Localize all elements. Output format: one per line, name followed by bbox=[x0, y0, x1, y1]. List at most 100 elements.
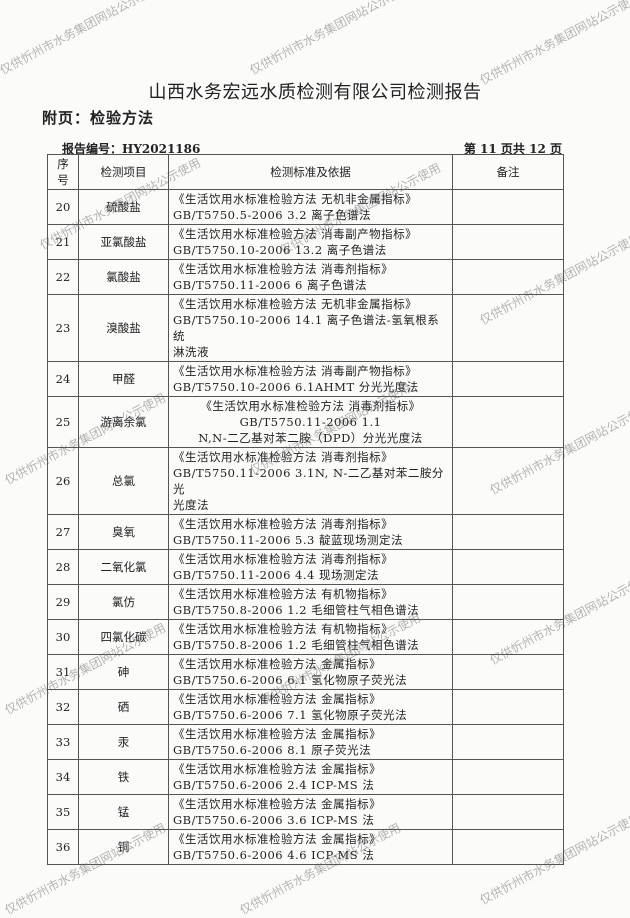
watermark-text: 仅供忻州市水务集团网站公示使用 bbox=[0, 0, 164, 78]
method-line: GB/T5750.11-2006 6 离子色谱法 bbox=[173, 278, 368, 292]
method-cell: 《生活饮用水标准检验方法 金属指标》 GB/T5750.6-2006 2.4 IC… bbox=[168, 759, 453, 795]
method-cell: 《生活饮用水标准检验方法 消毒副产物指标》 GB/T5750.10-2006 13… bbox=[168, 224, 453, 260]
method-line: GB/T5750.11-2006 5.3 靛蓝现场测定法 bbox=[173, 533, 403, 547]
method-cell: 《生活饮用水标准检验方法 消毒剂指标》 GB/T5750.11-2006 5.3 … bbox=[168, 514, 453, 550]
method-line: 《生活饮用水标准检验方法 金属指标》 bbox=[173, 762, 382, 776]
table-row: 20 硫酸盐 《生活饮用水标准检验方法 无机非金属指标》 GB/T5750.5-200… bbox=[47, 189, 564, 225]
method-cell: 《生活饮用水标准检验方法 消毒副产物指标》 GB/T5750.10-2006 6.… bbox=[168, 361, 453, 397]
header-note: 备注 bbox=[452, 154, 564, 190]
method-line: GB/T5750.10-2006 14.1 离子色谱法-氢氧根系统 bbox=[173, 313, 440, 343]
row-number: 21 bbox=[47, 224, 79, 260]
test-item: 硫酸盐 bbox=[78, 189, 169, 225]
method-line: 《生活饮用水标准检验方法 消毒副产物指标》 bbox=[173, 227, 418, 241]
test-item: 汞 bbox=[78, 724, 169, 760]
note-cell bbox=[452, 759, 564, 795]
method-cell: 《生活饮用水标准检验方法 金属指标》 GB/T5750.6-2006 6.1 氢化… bbox=[168, 654, 453, 690]
table-row: 25 游离余氯 《生活饮用水标准检验方法 消毒剂指标》 GB/T5750.11-200… bbox=[47, 396, 564, 448]
method-line: GB/T5750.6-2006 2.4 ICP-MS 法 bbox=[173, 778, 375, 792]
method-line: N,N-二乙基对苯二胺（DPD）分光光度法 bbox=[198, 431, 423, 445]
row-number: 24 bbox=[47, 361, 79, 397]
method-cell: 《生活饮用水标准检验方法 消毒剂指标》 GB/T5750.11-2006 6 离子… bbox=[168, 259, 453, 295]
method-cell: 《生活饮用水标准检验方法 金属指标》 GB/T5750.6-2006 3.6 IC… bbox=[168, 794, 453, 830]
method-line: 《生活饮用水标准检验方法 消毒剂指标》 bbox=[173, 450, 394, 464]
report-number: 报告编号：HY2021186 bbox=[62, 142, 201, 156]
method-line: 《生活饮用水标准检验方法 金属指标》 bbox=[173, 797, 382, 811]
row-number: 28 bbox=[47, 549, 79, 585]
test-item: 二氧化氯 bbox=[78, 549, 169, 585]
method-line: GB/T5750.6-2006 4.6 ICP-MS 法 bbox=[173, 848, 375, 862]
method-cell: 《生活饮用水标准检验方法 无机非金属指标》 GB/T5750.5-2006 3.2… bbox=[168, 189, 453, 225]
row-number: 34 bbox=[47, 759, 79, 795]
method-line: GB/T5750.6-2006 7.1 氢化物原子荧光法 bbox=[173, 708, 408, 722]
row-number: 30 bbox=[47, 619, 79, 655]
test-item: 溴酸盐 bbox=[78, 294, 169, 362]
method-line: 《生活饮用水标准检验方法 金属指标》 bbox=[173, 727, 382, 741]
method-cell: 《生活饮用水标准检验方法 消毒剂指标》 GB/T5750.11-2006 1.1 N… bbox=[168, 396, 453, 448]
test-item: 氯酸盐 bbox=[78, 259, 169, 295]
test-item: 砷 bbox=[78, 654, 169, 690]
note-cell bbox=[452, 689, 564, 725]
method-cell: 《生活饮用水标准检验方法 消毒剂指标》 GB/T5750.11-2006 3.1N… bbox=[168, 447, 453, 515]
method-line: GB/T5750.5-2006 3.2 离子色谱法 bbox=[173, 208, 372, 222]
row-number: 29 bbox=[47, 584, 79, 620]
method-line: 光度法 bbox=[173, 498, 209, 512]
test-item: 游离余氯 bbox=[78, 396, 169, 448]
report-meta: 报告编号：HY2021186 第 11 页共 12 页 bbox=[62, 140, 562, 157]
note-cell bbox=[452, 829, 564, 865]
row-number: 33 bbox=[47, 724, 79, 760]
note-cell bbox=[452, 619, 564, 655]
note-cell bbox=[452, 294, 564, 362]
method-line: 《生活饮用水标准检验方法 有机物指标》 bbox=[173, 622, 394, 636]
table-row: 28 二氧化氯 《生活饮用水标准检验方法 消毒剂指标》 GB/T5750.11-200… bbox=[47, 549, 564, 585]
method-line: GB/T5750.8-2006 1.2 毛细管柱气相色谱法 bbox=[173, 603, 420, 617]
test-item: 亚氯酸盐 bbox=[78, 224, 169, 260]
method-line: 《生活饮用水标准检验方法 消毒剂指标》 bbox=[173, 517, 394, 531]
method-cell: 《生活饮用水标准检验方法 消毒剂指标》 GB/T5750.11-2006 4.4 … bbox=[168, 549, 453, 585]
table-row: 31 砷《生活饮用水标准检验方法 金属指标》 GB/T5750.6-2006 6.1… bbox=[47, 654, 564, 690]
method-line: 《生活饮用水标准检验方法 消毒剂指标》 bbox=[173, 552, 394, 566]
note-cell bbox=[452, 584, 564, 620]
table-row: 34 铁《生活饮用水标准检验方法 金属指标》 GB/T5750.6-2006 2.4… bbox=[47, 759, 564, 795]
table-row: 23 溴酸盐 《生活饮用水标准检验方法 无机非金属指标》 GB/T5750.10-20… bbox=[47, 294, 564, 362]
row-number: 20 bbox=[47, 189, 79, 225]
row-number: 25 bbox=[47, 396, 79, 448]
header-method: 检测标准及依据 bbox=[168, 154, 453, 190]
method-line: 淋洗液 bbox=[173, 345, 209, 359]
method-line: GB/T5750.11-2006 1.1 bbox=[239, 415, 382, 429]
test-item: 臭氧 bbox=[78, 514, 169, 550]
report-title: 山西水务宏远水质检测有限公司检测报告 bbox=[148, 82, 482, 103]
table-row: 30 四氯化碳 《生活饮用水标准检验方法 有机物指标》 GB/T5750.8-2006… bbox=[47, 619, 564, 655]
method-line: 《生活饮用水标准检验方法 金属指标》 bbox=[173, 832, 382, 846]
method-line: 《生活饮用水标准检验方法 消毒剂指标》 bbox=[173, 262, 394, 276]
row-number: 26 bbox=[47, 447, 79, 515]
row-number: 32 bbox=[47, 689, 79, 725]
note-cell bbox=[452, 549, 564, 585]
method-cell: 《生活饮用水标准检验方法 有机物指标》 GB/T5750.8-2006 1.2 毛… bbox=[168, 584, 453, 620]
note-cell bbox=[452, 189, 564, 225]
table-row: 21 亚氯酸盐 《生活饮用水标准检验方法 消毒副产物指标》 GB/T5750.10-2… bbox=[47, 224, 564, 260]
row-number: 22 bbox=[47, 259, 79, 295]
note-cell bbox=[452, 724, 564, 760]
method-line: GB/T5750.11-2006 3.1N, N-二乙基对苯二胺分光 bbox=[173, 466, 444, 496]
test-item: 氯仿 bbox=[78, 584, 169, 620]
row-number: 31 bbox=[47, 654, 79, 690]
methods-table: 序号 检测项目 检测标准及依据 备注 20 硫酸盐 《生活饮用水标准检验方法 无机非… bbox=[47, 154, 564, 865]
table-row: 36 铜《生活饮用水标准检验方法 金属指标》 GB/T5750.6-2006 4.6… bbox=[47, 829, 564, 865]
row-number: 36 bbox=[47, 829, 79, 865]
note-cell bbox=[452, 259, 564, 295]
test-item: 锰 bbox=[78, 794, 169, 830]
row-number: 35 bbox=[47, 794, 79, 830]
method-line: GB/T5750.11-2006 4.4 现场测定法 bbox=[173, 568, 379, 582]
table-row: 24 甲醛 《生活饮用水标准检验方法 消毒副产物指标》 GB/T5750.10-200… bbox=[47, 361, 564, 397]
method-cell: 《生活饮用水标准检验方法 金属指标》 GB/T5750.6-2006 8.1 原子… bbox=[168, 724, 453, 760]
table-row: 35 锰《生活饮用水标准检验方法 金属指标》 GB/T5750.6-2006 3.6… bbox=[47, 794, 564, 830]
note-cell bbox=[452, 794, 564, 830]
table-row: 26 总氯 《生活饮用水标准检验方法 消毒剂指标》 GB/T5750.11-2006 … bbox=[47, 447, 564, 515]
table-row: 33 汞《生活饮用水标准检验方法 金属指标》 GB/T5750.6-2006 8.1… bbox=[47, 724, 564, 760]
note-cell bbox=[452, 654, 564, 690]
note-cell bbox=[452, 361, 564, 397]
note-cell bbox=[452, 514, 564, 550]
test-item: 甲醛 bbox=[78, 361, 169, 397]
table-row: 27 臭氧 《生活饮用水标准检验方法 消毒剂指标》 GB/T5750.11-2006 … bbox=[47, 514, 564, 550]
test-item: 硒 bbox=[78, 689, 169, 725]
